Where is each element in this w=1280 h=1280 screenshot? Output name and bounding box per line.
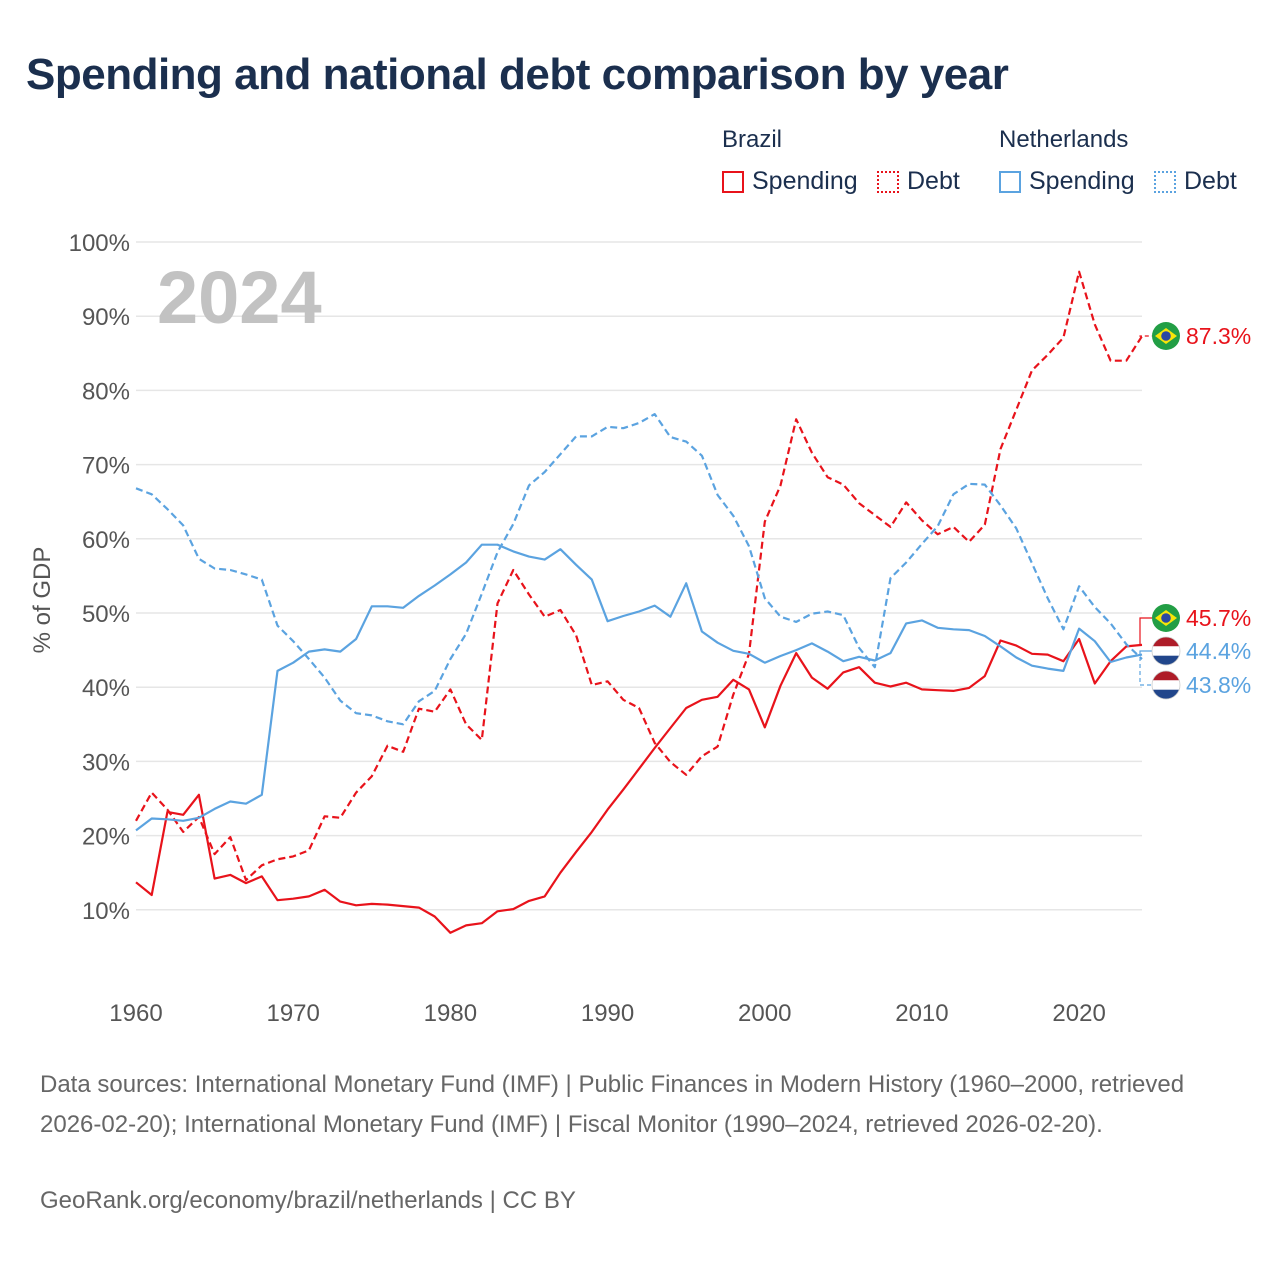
series-line-netherlands-debt[interactable]: [135, 413, 1143, 726]
legend-label: Debt: [1184, 167, 1237, 195]
end-value-label: 44.4%: [1186, 638, 1251, 664]
y-tick-label: 60%: [82, 527, 130, 554]
legend-title-netherlands: Netherlands: [999, 126, 1129, 153]
series-line-netherlands-spending[interactable]: [135, 543, 1143, 832]
legend-swatch-dotted-icon: [877, 170, 899, 193]
legend-item-netherlands-spending[interactable]: Spending: [999, 167, 1135, 196]
end-value-label: 43.8%: [1186, 672, 1251, 698]
x-tick-label: 2010: [895, 1000, 948, 1027]
legend-swatch-solid-icon: [999, 170, 1021, 193]
brazil-flag-icon: [1152, 604, 1180, 632]
y-tick-label: 40%: [82, 675, 130, 702]
x-tick-label: 2000: [738, 1000, 791, 1027]
end-leader-line: [1139, 617, 1152, 646]
legend-item-brazil-debt[interactable]: Debt: [877, 167, 960, 196]
series-line-brazil-debt[interactable]: [135, 270, 1143, 882]
x-tick-label: 1970: [266, 1000, 319, 1027]
x-tick-label: 1960: [109, 1000, 162, 1027]
legend-item-brazil-spending[interactable]: Spending: [722, 167, 858, 196]
x-tick-label: 1980: [424, 1000, 477, 1027]
legend-swatch-solid-icon: [722, 170, 744, 193]
y-axis-label: % of GDP: [29, 547, 56, 654]
end-value-label: 87.3%: [1186, 323, 1251, 349]
line-chart: 10% 20% 30% 40% 50% 60% 70% 80% 90% 100% 1960 1970 1…: [29, 230, 1251, 1027]
footer-credit[interactable]: GeoRank.org/economy/brazil/netherlands |…: [40, 1187, 576, 1214]
legend-label: Spending: [1029, 167, 1135, 195]
y-tick-label: 10%: [82, 898, 130, 925]
end-leader-line: [1139, 650, 1152, 656]
legend-title-brazil: Brazil: [722, 126, 783, 153]
brazil-flag-icon: [1152, 322, 1180, 350]
x-tick-label: 2020: [1052, 1000, 1105, 1027]
series-line-brazil-spending[interactable]: [135, 637, 1143, 934]
netherlands-flag-icon: [1151, 636, 1181, 666]
year-watermark: 2024: [157, 256, 322, 339]
page-title: Spending and national debt comparison by…: [26, 50, 1009, 99]
end-value-label: 45.7%: [1186, 605, 1251, 631]
legend-label: Debt: [907, 167, 960, 195]
footer-sources: Data sources: International Monetary Fun…: [40, 1071, 1185, 1138]
x-tick-label: 1990: [581, 1000, 634, 1027]
legend-swatch-dotted-icon: [1154, 170, 1176, 193]
legend-label: Spending: [752, 167, 858, 195]
end-leader-line: [1139, 658, 1152, 686]
y-tick-label: 50%: [82, 601, 130, 628]
y-tick-label: 80%: [82, 378, 130, 405]
y-tick-label: 90%: [82, 304, 130, 331]
y-tick-label: 70%: [82, 453, 130, 480]
y-tick-label: 30%: [82, 749, 130, 776]
y-tick-label: 100%: [69, 230, 130, 257]
legend-item-netherlands-debt[interactable]: Debt: [1154, 167, 1237, 196]
y-tick-label: 20%: [82, 824, 130, 851]
netherlands-flag-icon: [1151, 670, 1181, 700]
